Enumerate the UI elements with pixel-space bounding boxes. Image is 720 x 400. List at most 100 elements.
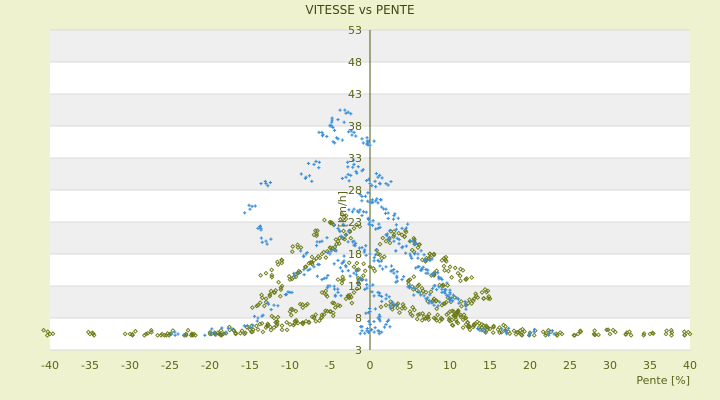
data-point (442, 301, 448, 306)
data-point (406, 277, 412, 283)
data-point (259, 295, 265, 301)
data-point (395, 236, 399, 240)
data-point (456, 297, 461, 301)
data-point (333, 141, 337, 145)
data-point (335, 277, 341, 283)
data-point (339, 277, 345, 283)
data-point (471, 323, 477, 329)
data-point (220, 326, 224, 330)
data-point (269, 237, 273, 241)
data-point (272, 303, 276, 307)
data-point (344, 233, 348, 237)
data-point (451, 293, 456, 297)
data-point (439, 316, 445, 322)
data-point (303, 302, 309, 308)
data-point (319, 289, 325, 295)
data-point (391, 234, 396, 240)
data-point (612, 329, 618, 335)
data-point (366, 143, 370, 147)
data-point (203, 333, 207, 337)
data-point (252, 314, 257, 318)
data-point (326, 284, 330, 288)
data-point (463, 276, 469, 282)
data-point (384, 297, 388, 301)
data-point (340, 138, 344, 142)
data-point (309, 260, 315, 265)
y-tick-label: 33 (348, 152, 362, 165)
data-point (458, 266, 463, 272)
data-point (458, 278, 463, 284)
data-point (317, 166, 321, 170)
data-point (371, 200, 375, 205)
data-point (408, 311, 414, 317)
data-point (605, 327, 611, 333)
data-point (253, 323, 259, 329)
data-point (284, 327, 290, 333)
data-point (437, 277, 441, 281)
data-point (380, 330, 384, 334)
data-point (289, 276, 295, 282)
data-point (303, 176, 307, 181)
data-point (223, 330, 229, 336)
data-point (397, 237, 401, 242)
x-tick-label: 40 (683, 359, 697, 372)
data-point (455, 308, 461, 313)
data-point (448, 288, 452, 292)
data-point (257, 300, 263, 306)
data-point (292, 271, 296, 275)
data-point (212, 330, 216, 334)
data-point (347, 130, 351, 134)
data-point (368, 284, 372, 288)
data-point (322, 217, 327, 223)
data-point (430, 272, 434, 276)
data-point (434, 306, 440, 312)
data-point (480, 329, 484, 333)
x-tick-label: -35 (81, 359, 99, 372)
data-point (360, 329, 364, 333)
data-point (358, 192, 362, 197)
data-point (378, 291, 382, 295)
data-point (486, 293, 492, 299)
data-point (375, 197, 379, 201)
data-point (394, 227, 398, 231)
data-point (514, 329, 520, 335)
data-point (308, 267, 312, 271)
data-point (314, 243, 319, 248)
data-point (261, 313, 265, 317)
data-point (365, 283, 369, 287)
data-point (269, 272, 275, 278)
data-point (382, 207, 386, 211)
data-point (354, 222, 359, 228)
data-point (349, 129, 353, 133)
data-point (394, 303, 399, 307)
data-point (354, 260, 360, 266)
data-point (463, 304, 468, 308)
data-point (328, 123, 332, 127)
data-point (571, 332, 577, 338)
data-point (463, 315, 469, 321)
data-point (451, 309, 457, 314)
data-point (373, 179, 377, 183)
data-point (490, 330, 496, 336)
data-point (346, 172, 350, 177)
data-point (276, 304, 280, 308)
data-point (367, 264, 373, 270)
data-point (275, 262, 281, 268)
data-point (338, 216, 343, 222)
data-point (129, 331, 135, 337)
data-point (396, 230, 402, 236)
data-point (325, 286, 329, 290)
data-point (383, 302, 389, 308)
data-point (419, 257, 425, 263)
data-point (358, 332, 362, 336)
data-point (261, 303, 267, 309)
data-point (370, 265, 376, 271)
data-point (473, 291, 479, 297)
data-point (485, 288, 491, 294)
data-point (293, 319, 299, 325)
data-point (366, 199, 370, 203)
data-point (420, 310, 426, 316)
data-point (411, 274, 417, 280)
data-point (401, 245, 405, 249)
data-point (368, 322, 372, 326)
